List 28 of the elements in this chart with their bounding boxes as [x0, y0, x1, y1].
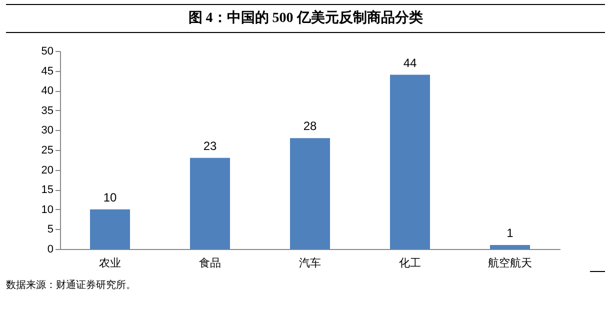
y-tick-label: 5: [47, 224, 54, 236]
y-tick-label: 50: [41, 46, 54, 58]
x-tick-label: 航空航天: [488, 256, 532, 270]
data-label: 28: [303, 119, 317, 134]
bar: [90, 209, 130, 249]
data-label: 23: [203, 138, 217, 153]
x-tick-label: 化工: [399, 256, 421, 270]
y-tick-label: 45: [41, 65, 54, 78]
bar: [490, 245, 530, 249]
x-tick-label: 汽车: [299, 256, 321, 270]
bar: [390, 74, 430, 249]
y-tick-label: 30: [41, 124, 54, 137]
x-tick-label: 农业: [99, 256, 121, 270]
data-label: 1: [506, 226, 514, 240]
y-tick-label: 35: [41, 104, 54, 117]
x-tick-label: 食品: [199, 256, 221, 270]
source-note: 数据来源：财通证券研究所。: [6, 271, 605, 292]
bar: [190, 158, 230, 249]
y-tick-label: 40: [41, 85, 54, 98]
data-label: 10: [103, 190, 117, 204]
y-tick-label: 20: [41, 164, 54, 176]
bar: [290, 138, 330, 249]
chart-title: 图 4：中国的 500 亿美元反制商品分类: [6, 4, 605, 33]
y-tick-label: 15: [41, 184, 54, 196]
y-tick-label: 0: [47, 244, 54, 256]
y-tick-label: 10: [41, 204, 54, 216]
data-label: 44: [403, 56, 417, 70]
y-tick-label: 25: [41, 144, 54, 156]
